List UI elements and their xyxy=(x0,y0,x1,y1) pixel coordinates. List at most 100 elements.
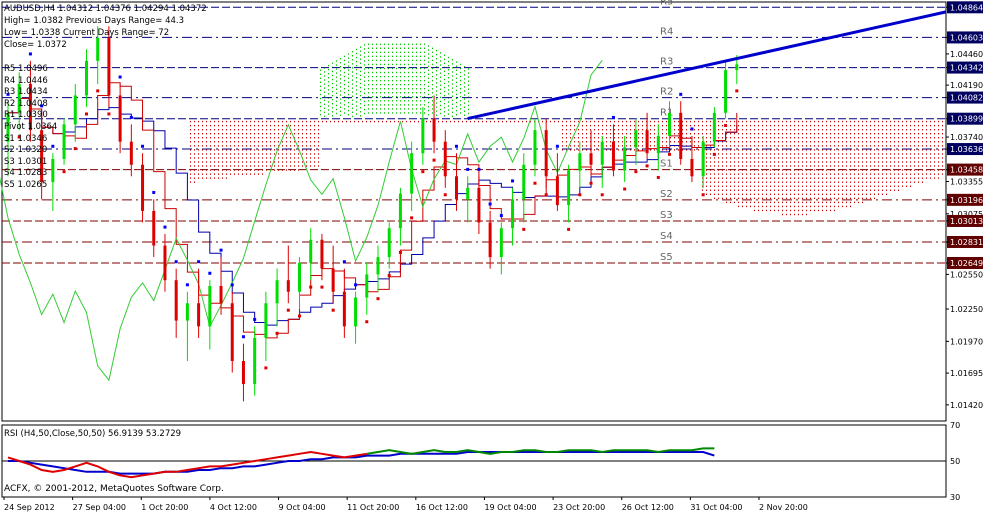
cloud-dot-red xyxy=(278,161,279,163)
cloud-dot-red xyxy=(214,161,215,163)
cloud-dot-red xyxy=(810,193,811,196)
cloud-dot-red xyxy=(854,193,855,196)
cloud-dot-red xyxy=(902,169,903,171)
cloud-dot-red xyxy=(826,189,827,191)
cloud-dot-red xyxy=(742,189,743,191)
cloud-dot-red xyxy=(202,153,203,155)
cloud-dot-red xyxy=(506,120,507,123)
cloud-dot-red xyxy=(926,137,927,139)
cloud-dot-red xyxy=(718,185,719,187)
cloud-dot-green xyxy=(356,68,357,71)
cloud-dot-red xyxy=(874,137,875,139)
cloud-dot-red xyxy=(822,193,823,196)
candle-body xyxy=(712,112,716,142)
cloud-dot-red xyxy=(766,153,767,155)
cloud-dot-green xyxy=(448,64,449,67)
cloud-dot-red xyxy=(782,133,783,135)
cloud-dot-green xyxy=(364,76,365,78)
cloud-dot-red xyxy=(258,153,259,155)
cloud-dot-red xyxy=(782,145,783,147)
cloud-dot-red xyxy=(794,181,795,183)
cloud-dot-red xyxy=(822,145,823,147)
cloud-dot-green xyxy=(328,77,329,79)
cloud-dot-red xyxy=(618,120,619,123)
cloud-dot-red xyxy=(862,193,863,196)
cloud-dot-green xyxy=(408,67,409,70)
cloud-dot-red xyxy=(878,141,879,143)
cloud-dot-red xyxy=(782,137,783,139)
cloud-dot-red xyxy=(310,165,311,167)
cloud-dot-red xyxy=(762,165,763,167)
sar-dot xyxy=(511,179,515,183)
cloud-dot-red xyxy=(754,137,755,139)
cloud-dot-red xyxy=(790,141,791,143)
cloud-dot-red xyxy=(246,128,247,131)
cloud-dot-red xyxy=(802,205,803,208)
cloud-dot-red xyxy=(886,120,887,123)
cloud-dot-red xyxy=(282,124,283,127)
cloud-dot-green xyxy=(416,104,417,106)
cloud-dot-green xyxy=(356,89,357,91)
cloud-dot-red xyxy=(758,173,759,175)
cloud-dot-green xyxy=(324,75,325,77)
cloud-dot-green xyxy=(452,59,453,61)
cloud-dot-red xyxy=(578,137,579,139)
cloud-dot-green xyxy=(348,101,349,104)
cloud-dot-green xyxy=(348,93,349,96)
cloud-dot-green xyxy=(380,51,381,54)
sar-dot xyxy=(298,314,302,318)
cloud-dot-red xyxy=(822,157,823,159)
cloud-dot-red xyxy=(690,149,691,151)
cloud-dot-red xyxy=(718,153,719,155)
cloud-dot-red xyxy=(910,141,911,143)
cloud-dot-red xyxy=(786,124,787,127)
cloud-dot-red xyxy=(258,124,259,127)
cloud-dot-red xyxy=(830,137,831,139)
cloud-dot-green xyxy=(364,108,365,111)
cloud-dot-green xyxy=(448,109,449,111)
cloud-dot-red xyxy=(218,128,219,131)
cloud-dot-red xyxy=(214,177,215,179)
cloud-dot-red xyxy=(718,124,719,127)
cloud-dot-red xyxy=(746,128,747,131)
cloud-dot-red xyxy=(762,193,763,196)
cloud-dot-red xyxy=(218,120,219,123)
cloud-dot-red xyxy=(790,181,791,183)
cloud-dot-red xyxy=(870,169,871,171)
cloud-dot-red xyxy=(198,161,199,163)
cloud-dot-red xyxy=(310,149,311,151)
cloud-dot-green xyxy=(460,79,461,82)
cloud-dot-red xyxy=(726,137,727,139)
cloud-dot-red xyxy=(742,201,743,204)
cloud-dot-red xyxy=(914,124,915,127)
cloud-dot-red xyxy=(714,149,715,151)
cloud-dot-green xyxy=(332,94,333,97)
cloud-dot-red xyxy=(238,161,239,163)
cloud-dot-green xyxy=(324,83,325,85)
cloud-dot-red xyxy=(862,145,863,147)
cloud-dot-red xyxy=(878,161,879,163)
cloud-dot-red xyxy=(218,153,219,155)
cloud-dot-red xyxy=(906,145,907,147)
cloud-dot-green xyxy=(416,75,417,78)
cloud-dot-green xyxy=(328,101,329,103)
cloud-dot-red xyxy=(302,128,303,131)
cloud-dot-red xyxy=(686,120,687,123)
cloud-dot-red xyxy=(194,120,195,123)
cloud-dot-green xyxy=(328,105,329,107)
cloud-dot-red xyxy=(582,149,583,151)
cloud-dot-green xyxy=(388,100,389,102)
cloud-dot-red xyxy=(650,137,651,139)
cloud-dot-red xyxy=(786,177,787,179)
cloud-dot-red xyxy=(738,197,739,200)
price-tag-bg xyxy=(947,61,983,74)
cloud-dot-green xyxy=(436,70,437,72)
candle-body xyxy=(219,285,223,304)
cloud-dot-green xyxy=(372,43,373,45)
cloud-dot-red xyxy=(774,128,775,131)
cloud-dot-red xyxy=(266,145,267,147)
cloud-dot-red xyxy=(818,181,819,183)
cloud-dot-red xyxy=(282,161,283,163)
